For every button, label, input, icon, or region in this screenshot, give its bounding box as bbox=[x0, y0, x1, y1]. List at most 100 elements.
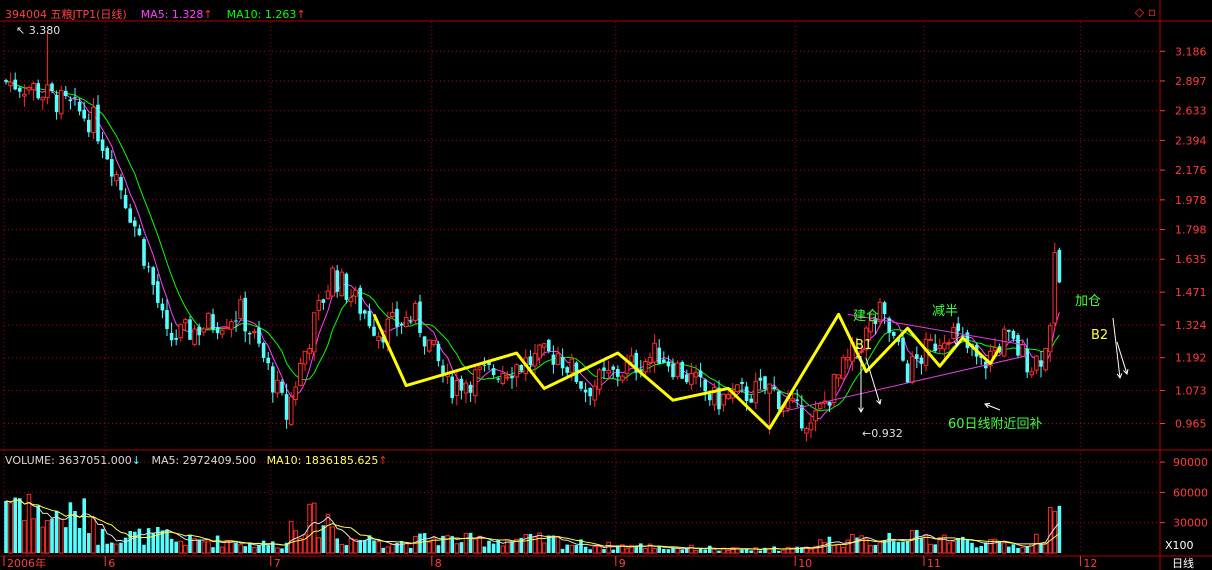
volume-bar-down bbox=[335, 538, 339, 553]
volume-bar-down bbox=[266, 545, 270, 553]
volume-tick-label: 30000 bbox=[1173, 517, 1208, 530]
candle-up bbox=[785, 400, 791, 409]
volume-bar-up bbox=[712, 548, 717, 554]
pullback-arrow-head bbox=[984, 402, 991, 409]
candle-up bbox=[1034, 355, 1039, 371]
volume-bar-down bbox=[36, 505, 40, 553]
candle-down bbox=[441, 365, 445, 375]
volume-bar-up bbox=[316, 537, 322, 554]
candle-down bbox=[795, 399, 799, 402]
volume-bar-up bbox=[1020, 547, 1025, 554]
volume-bar-down bbox=[399, 540, 404, 553]
volume-bar-down bbox=[547, 535, 551, 553]
volume-bar-up bbox=[813, 545, 818, 554]
volume-bar-down bbox=[215, 535, 220, 553]
volume-bar-down bbox=[551, 535, 556, 553]
volume-ma10-readout: MA10: 1836185.625 bbox=[266, 454, 379, 467]
candle-down bbox=[119, 176, 123, 191]
volume-bar-up bbox=[730, 547, 736, 554]
volume-bar-down bbox=[4, 500, 8, 553]
candle-down bbox=[1016, 335, 1020, 356]
volume-bar-down bbox=[528, 534, 533, 553]
volume-bar-down bbox=[984, 542, 988, 553]
volume-bar-down bbox=[763, 547, 767, 553]
volume-bar-down bbox=[634, 545, 638, 553]
volume-bar-up bbox=[311, 502, 317, 554]
ma10-line bbox=[5, 81, 1060, 412]
candle-down bbox=[482, 364, 487, 366]
volume-bar-down bbox=[418, 533, 422, 553]
price-tick-label: 1.471 bbox=[1175, 286, 1207, 299]
candle-up bbox=[325, 290, 331, 299]
volume-bar-down bbox=[896, 541, 901, 553]
volume-bar-down bbox=[367, 535, 372, 553]
volume-bar-down bbox=[188, 534, 192, 553]
candle-down bbox=[280, 381, 284, 393]
volume-bar-up bbox=[192, 538, 197, 554]
volume-bar-down bbox=[583, 546, 588, 553]
volume-bar-up bbox=[850, 533, 855, 554]
candle-down bbox=[758, 377, 763, 381]
candle-down bbox=[137, 228, 142, 236]
candle-down bbox=[358, 287, 362, 314]
candle-down bbox=[100, 139, 105, 151]
volume-ma10-line bbox=[5, 499, 1060, 550]
candle-up bbox=[1047, 325, 1053, 353]
price-tick-label: 1.635 bbox=[1175, 253, 1207, 266]
halve-arrow-head bbox=[954, 341, 960, 348]
candle-up bbox=[26, 87, 32, 91]
candle-down bbox=[1007, 329, 1011, 332]
volume-bar-up bbox=[988, 539, 993, 554]
candle-up bbox=[229, 321, 234, 330]
date-tick-label: 9 bbox=[619, 557, 626, 570]
volume-bar-up bbox=[693, 549, 699, 554]
volume-bar-down bbox=[234, 542, 238, 553]
candle-up bbox=[845, 356, 851, 361]
candle-down bbox=[257, 327, 261, 344]
volume-bar-down bbox=[703, 549, 707, 553]
volume-bar-down bbox=[685, 548, 689, 553]
candle-up bbox=[114, 173, 119, 182]
volume-bar-up bbox=[339, 543, 345, 554]
volume-bar-down bbox=[87, 533, 91, 553]
candle-up bbox=[592, 385, 598, 401]
candle-down bbox=[146, 266, 151, 268]
candle-down bbox=[882, 302, 887, 315]
candle-up bbox=[275, 379, 280, 394]
price-tick-label: 1.073 bbox=[1175, 384, 1207, 397]
volume-bar-down bbox=[100, 528, 105, 553]
candle-down bbox=[602, 367, 606, 371]
volume-bar-down bbox=[795, 546, 799, 553]
volume-bar-down bbox=[740, 549, 744, 553]
candle-down bbox=[266, 357, 270, 364]
volume-bar-up bbox=[643, 547, 648, 554]
candle-up bbox=[946, 342, 952, 345]
candle-up bbox=[219, 329, 225, 335]
window-control-icons[interactable]: ◇ ▫ bbox=[1134, 5, 1156, 19]
volume-bar-down bbox=[717, 550, 721, 553]
volume-bar-down bbox=[271, 541, 275, 553]
candle-down bbox=[588, 388, 592, 397]
candle-down bbox=[234, 320, 238, 322]
candle-down bbox=[128, 208, 132, 223]
pullback-arrow bbox=[984, 403, 1001, 411]
price-tick-label: 1.798 bbox=[1175, 224, 1207, 237]
candle-down bbox=[395, 308, 399, 327]
volume-ma5-line bbox=[5, 499, 1060, 550]
volume-bar-up bbox=[537, 532, 542, 554]
candle-up bbox=[426, 339, 432, 352]
candle-up bbox=[675, 362, 680, 378]
candle-up bbox=[8, 81, 13, 87]
candle-down bbox=[13, 79, 17, 90]
volume-bar-up bbox=[569, 544, 575, 554]
b2-arrow-1-head bbox=[1116, 373, 1123, 380]
candle-down bbox=[344, 273, 349, 300]
volume-bar-down bbox=[574, 544, 579, 553]
candle-up bbox=[288, 396, 294, 425]
candle-down bbox=[82, 109, 86, 119]
candle-up bbox=[541, 343, 547, 348]
volume-bar-down bbox=[197, 539, 201, 553]
volume-bar-up bbox=[689, 544, 694, 554]
candle-up bbox=[712, 386, 717, 406]
